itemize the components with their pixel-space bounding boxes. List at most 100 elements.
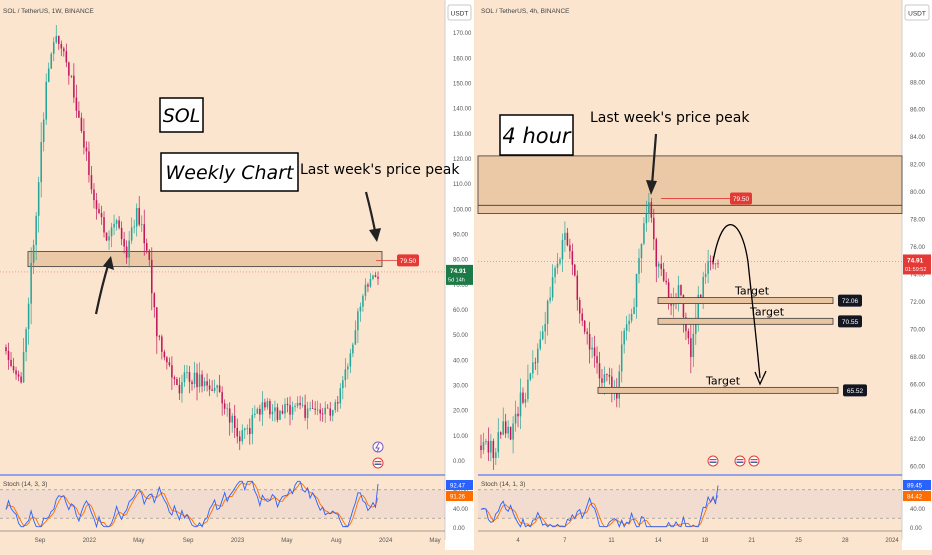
us-flag-icon[interactable] bbox=[748, 455, 760, 467]
candle bbox=[564, 232, 566, 240]
candle bbox=[697, 294, 700, 319]
candle bbox=[537, 348, 539, 363]
candle bbox=[259, 408, 261, 415]
candle bbox=[93, 189, 95, 201]
candle bbox=[80, 117, 83, 132]
target-price-label: 72.06 bbox=[842, 298, 859, 305]
y-tick-label: 60.00 bbox=[910, 465, 926, 471]
candles bbox=[5, 25, 379, 451]
candle bbox=[289, 405, 291, 415]
candle bbox=[138, 207, 140, 225]
y-tick-label: 88.00 bbox=[910, 80, 926, 86]
candle bbox=[687, 331, 690, 339]
y-tick-label: 72.00 bbox=[910, 300, 926, 306]
us-flag-icon[interactable] bbox=[707, 455, 719, 467]
candle bbox=[709, 261, 712, 263]
y-tick-label: 68.00 bbox=[910, 355, 926, 361]
candle bbox=[276, 407, 279, 420]
candle bbox=[692, 333, 695, 358]
candle bbox=[680, 285, 682, 296]
candle bbox=[677, 285, 680, 301]
lightning-icon[interactable] bbox=[372, 441, 384, 453]
x-tick-label: 21 bbox=[748, 538, 755, 544]
candle bbox=[120, 227, 123, 240]
candle bbox=[569, 245, 571, 252]
candle bbox=[151, 259, 153, 294]
candle bbox=[183, 372, 186, 383]
candle bbox=[544, 323, 546, 332]
candle bbox=[357, 311, 359, 331]
candle bbox=[603, 374, 606, 383]
candle bbox=[135, 207, 138, 227]
candle bbox=[269, 401, 271, 415]
candle bbox=[372, 275, 374, 279]
candle bbox=[362, 295, 364, 307]
candle bbox=[218, 385, 221, 393]
candle bbox=[352, 344, 354, 354]
symbol-box bbox=[159, 97, 204, 133]
candle bbox=[541, 331, 544, 340]
target-price-badge bbox=[838, 315, 862, 328]
currency-badge[interactable] bbox=[447, 4, 472, 21]
weekly-chart-panel[interactable]: USDT 0.00 10.00 20.00 30.00 40.00 50.00 60.00 70… bbox=[0, 0, 474, 550]
current-price-badge[interactable] bbox=[903, 254, 931, 275]
x-tick-label: Sep bbox=[183, 538, 194, 544]
candle bbox=[249, 428, 251, 435]
y-tick-label: 20.00 bbox=[453, 409, 469, 415]
stoch-d-value: 91.26 bbox=[450, 495, 466, 501]
candle bbox=[311, 408, 314, 409]
stoch-tick-label: 0.00 bbox=[910, 526, 922, 532]
stoch-k-value: 92.47 bbox=[450, 484, 466, 490]
candle bbox=[148, 250, 151, 260]
us-flag-icon[interactable] bbox=[372, 457, 384, 469]
candle bbox=[153, 293, 156, 308]
candle bbox=[65, 51, 68, 63]
stoch-k-badge bbox=[903, 480, 931, 490]
candle bbox=[497, 432, 500, 453]
peak-arrow-shaft bbox=[650, 133, 658, 186]
currency-badge[interactable] bbox=[904, 4, 930, 21]
candle bbox=[271, 411, 274, 415]
currency-label: USDT bbox=[908, 11, 926, 18]
candle bbox=[504, 421, 507, 434]
y-tick-label: 70.00 bbox=[453, 283, 469, 289]
candle bbox=[176, 379, 178, 385]
candle bbox=[261, 402, 264, 415]
target-price-badge bbox=[843, 384, 867, 397]
x-tick-label: Sep bbox=[35, 538, 46, 544]
candle bbox=[347, 366, 349, 370]
candle bbox=[10, 359, 12, 367]
candle bbox=[593, 347, 596, 357]
countdown-label: 5d 14h bbox=[448, 277, 465, 283]
stoch-legend: Stoch (14, 3, 3) bbox=[3, 481, 47, 488]
candle bbox=[643, 223, 645, 244]
candle bbox=[660, 263, 662, 270]
candle bbox=[226, 408, 228, 410]
candle bbox=[166, 357, 168, 363]
candle bbox=[623, 330, 625, 345]
candle bbox=[354, 330, 357, 345]
four-hour-chart-panel[interactable]: USDT60.0062.0064.0066.0068.0070.0072.007… bbox=[477, 0, 932, 550]
candle bbox=[714, 263, 717, 265]
candle bbox=[534, 362, 537, 364]
title-label: 4 hour bbox=[502, 124, 572, 148]
title-box bbox=[499, 114, 574, 156]
candle bbox=[254, 413, 256, 415]
candle bbox=[244, 428, 246, 431]
candle bbox=[45, 81, 47, 120]
us-flag-icon[interactable] bbox=[734, 455, 746, 467]
stoch-d-line bbox=[5, 480, 379, 528]
candle bbox=[319, 409, 321, 414]
stoch-band bbox=[0, 489, 445, 519]
stoch-tick-label: 40.00 bbox=[910, 507, 926, 513]
candle bbox=[75, 97, 78, 111]
candle bbox=[296, 402, 299, 406]
x-tick-label: 2022 bbox=[83, 538, 97, 544]
candle bbox=[546, 300, 549, 324]
candle bbox=[133, 226, 135, 228]
target-label: Target bbox=[705, 374, 741, 387]
current-price-badge[interactable] bbox=[446, 264, 473, 285]
candle bbox=[566, 232, 569, 246]
candle bbox=[60, 43, 63, 49]
candle bbox=[281, 410, 284, 414]
